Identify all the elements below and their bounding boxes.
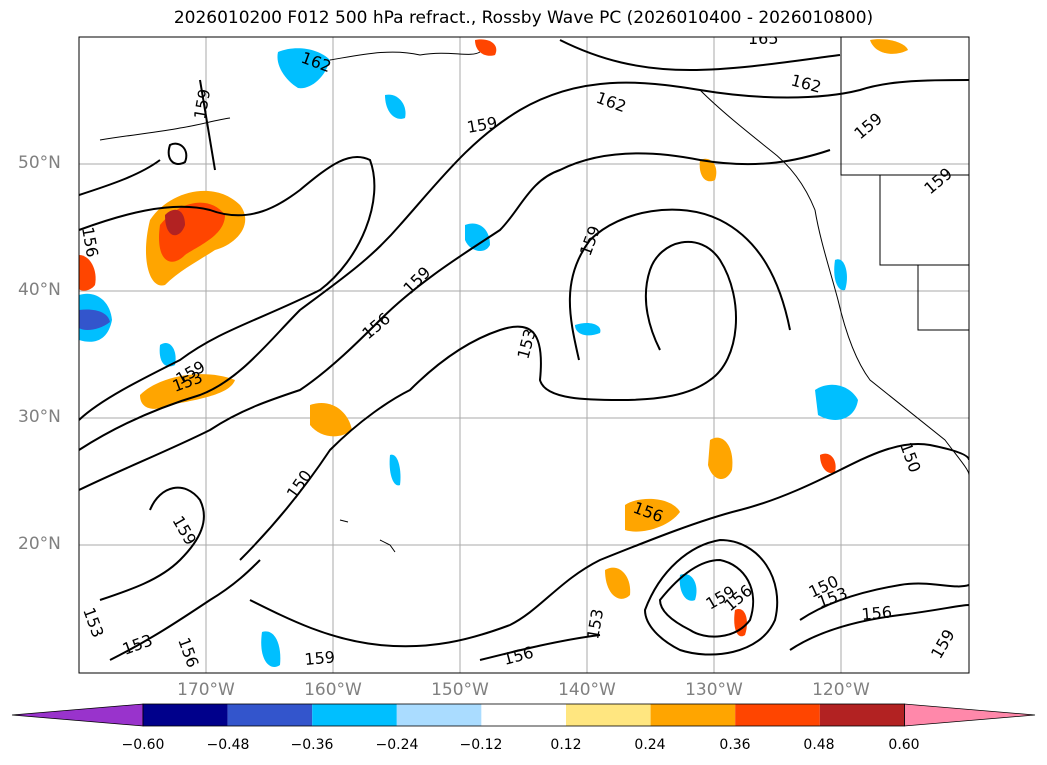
rossby-wave-fills [79,39,908,667]
contour-label: 159 [304,647,336,669]
negative-anomaly-blob [834,259,847,291]
colorbar-outline [142,703,905,727]
plot-title: 2026010200 F012 500 hPa refract., Rossby… [173,8,874,28]
lon-label-130w: 130°W [685,680,743,700]
colorbar-segment [143,704,228,726]
positive-anomaly-blob [140,374,235,409]
positive-anomaly-blob [708,437,733,480]
colorbar-segment [819,704,905,726]
map-frame [78,36,970,674]
positive-anomaly-blob [625,498,680,532]
colorbar-tick: −0.12 [459,737,503,753]
lat-label-50n: 50°N [18,153,61,173]
negative-anomaly-blob [575,322,601,336]
positive-anomaly-blob [310,402,352,437]
map-panel: 165 162 162 162 159 159 159 159 159 159 … [78,29,970,674]
colorbar-extend-min [11,703,144,727]
colorbar-segment [735,704,820,726]
colorbar-tick: 0.60 [888,737,920,753]
colorbar-segment [650,704,736,726]
lat-label-30n: 30°N [18,407,61,427]
colorbar-tick: −0.60 [121,737,165,753]
colorbar-segments [11,703,1036,727]
negative-anomaly-blob [679,574,697,601]
negative-anomaly-blob [159,342,176,367]
lon-label-120w: 120°W [812,680,870,700]
negative-anomaly-blob [277,48,330,89]
map-background [79,37,969,673]
colorbar-tick: 0.48 [803,737,835,753]
colorbar-segment [396,704,482,726]
positive-anomaly-blob [165,209,185,236]
colorbar-tick: 0.12 [550,737,582,753]
colorbar-tick: 0.24 [634,737,666,753]
lon-label-170w: 170°W [177,680,235,700]
negative-anomaly-blob [389,454,401,486]
negative-anomaly-blob [261,631,281,667]
negative-anomaly-blob [385,94,406,119]
positive-anomaly-blob [699,158,717,182]
positive-anomaly-blob [870,39,908,54]
lat-label-40n: 40°N [18,280,61,300]
colorbar-segment [312,704,397,726]
lat-label-20n: 20°N [18,534,61,554]
lon-label-150w: 150°W [431,680,489,700]
positive-anomaly-blob [475,39,497,56]
positive-anomaly-blob [734,609,747,637]
colorbar-extend-max [904,703,1036,727]
colorbar-tick: 0.36 [719,737,751,753]
colorbar-segment [227,704,313,726]
contour-label: 156 [861,602,893,624]
negative-anomaly-blob [79,309,110,330]
contour-label: 156 [78,225,102,258]
colorbar-tick: −0.48 [206,737,250,753]
lon-label-140w: 140°W [558,680,616,700]
lon-label-160w: 160°W [304,680,362,700]
positive-anomaly-blob [79,255,96,291]
colorbar-segment [566,704,651,726]
contour-label: 165 [748,29,779,48]
coastlines [99,37,969,553]
negative-anomaly-blob [815,384,858,420]
positive-anomaly-blob [605,567,631,599]
negative-anomaly-blob [465,223,490,252]
colorbar-tick: −0.24 [375,737,419,753]
colorbar-tick: −0.36 [290,737,334,753]
positive-anomaly-blob [820,453,836,474]
colorbar-segment [481,704,566,726]
height-contours [79,39,969,661]
